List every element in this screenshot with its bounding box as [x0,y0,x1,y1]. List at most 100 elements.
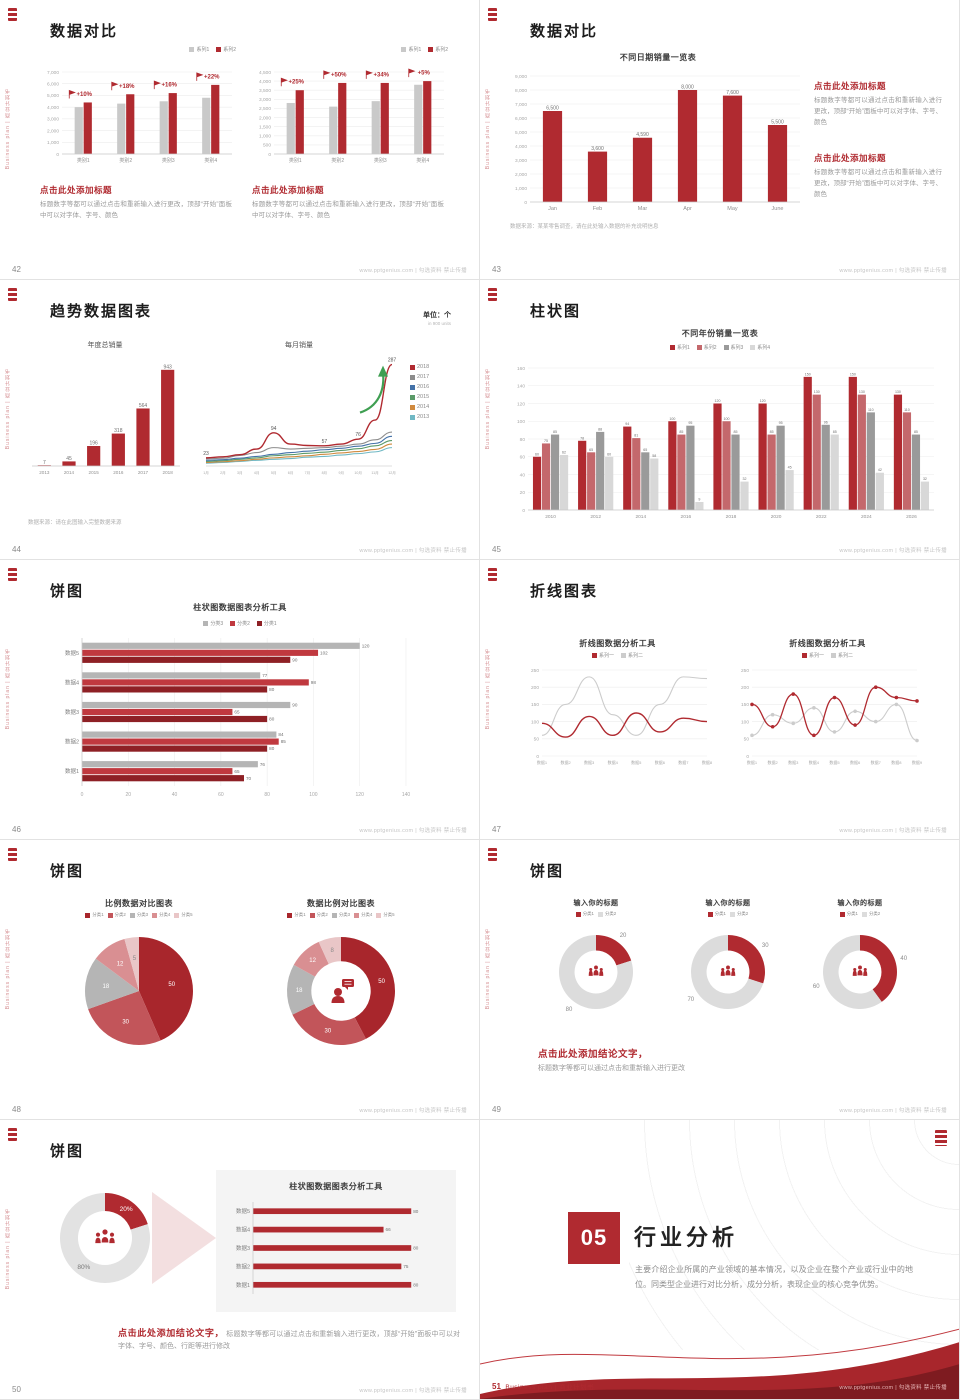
svg-text:75: 75 [403,1264,409,1269]
slide-title: 饼图 [50,583,85,600]
svg-text:77: 77 [262,673,268,678]
svg-text:78: 78 [580,436,584,440]
svg-text:250: 250 [531,668,539,674]
donut-chart-card: 数据比例对比图表 分类1 分类2 分类3 分类4 分类5 50 30 18 12 8 [246,898,436,1061]
svg-text:3,000: 3,000 [47,117,59,123]
svg-text:76: 76 [355,432,361,438]
svg-text:+16%: +16% [161,83,177,89]
svg-text:75: 75 [544,439,548,443]
svg-text:8月: 8月 [322,470,328,475]
svg-text:80: 80 [269,746,275,751]
svg-text:2026: 2026 [906,514,917,520]
slide-47[interactable]: Business plan | 商业计划书 折线图表 折线图数据分析工具 系列一… [480,560,960,840]
svg-text:564: 564 [139,403,148,409]
svg-text:类别4: 类别4 [204,157,217,164]
svg-text:6,000: 6,000 [515,116,527,122]
svg-text:40: 40 [900,956,907,962]
svg-text:2016: 2016 [113,470,124,475]
chart-title: 数据比例对比图表 [307,899,375,908]
svg-text:数据7: 数据7 [871,759,882,765]
svg-text:250: 250 [741,668,749,674]
chart-legend: 系列1 系列2 系列3 系列4 [480,344,959,351]
footer-site-text: www.pptgenius.com | 勾选资料 禁止传播 [359,828,467,834]
comparison-column-chart-right: 0 500 1,000 1,500 2,000 2,500 3,000 3,500 4,000 4… [248,54,448,164]
svg-text:4,000: 4,000 [47,105,59,111]
brand-logo-icon [8,848,17,861]
svg-text:2014: 2014 [64,470,75,475]
svg-text:2017: 2017 [138,470,149,475]
slide-footer: 45 www.pptgenius.com | 勾选资料 禁止传播 [480,545,959,554]
text-block: 点击此处添加标题 标题数字等都可以通过点击和重新输入进行更改，顶部“开始”面板中… [252,184,444,221]
svg-text:32: 32 [743,477,747,481]
slide-46[interactable]: Business plan | 商业计划书 饼图 柱状图数据图表分析工具 分类3… [0,560,480,840]
grouped-column-chart: 0 20 40 60 80 100 120 140 160 2010 60 75 85 62 2012 78 6… [502,356,938,520]
slide-footer: 48 www.pptgenius.com | 勾选资料 禁止传播 [0,1105,479,1114]
svg-text:2015: 2015 [89,470,100,475]
slide-44[interactable]: Business plan | 商业计划书 趋势数据图表 单位：个 in 900… [0,280,480,560]
chart-legend: 系列一 系列二 [591,652,643,659]
donut-chart-card: 输入你的标题 分类1 分类2 40 60 [796,898,924,1028]
svg-text:数据8: 数据8 [891,759,902,765]
chart-legend: 分类1 分类2 [707,911,748,917]
chart-title: 不同年份销量一览表 [681,329,759,338]
svg-text:100: 100 [531,719,539,725]
svg-text:287: 287 [388,358,397,364]
pie-chart: 50 30 18 12 5 [54,921,224,1061]
svg-text:5: 5 [133,956,137,962]
svg-text:150: 150 [850,372,856,376]
slide-43[interactable]: Business plan | 商业计划书 数据对比 不同日期销量一览表 0 1,… [480,0,960,280]
svg-text:943: 943 [163,364,172,370]
svg-text:数据7: 数据7 [678,759,689,765]
svg-text:150: 150 [805,372,811,376]
svg-text:0: 0 [524,200,527,206]
svg-text:60: 60 [813,984,820,990]
side-watermark: Business plan | 商业计划书 [485,648,491,730]
svg-text:7,000: 7,000 [47,70,59,76]
annual-sales-column-chart: 2013 7 2014 45 2015 196 2016 318 2017 564 2018 943 [26,352,184,476]
svg-text:数据3: 数据3 [65,708,79,716]
side-watermark: Business plan | 商业计划书 [5,648,11,730]
svg-text:81: 81 [634,434,638,438]
brand-logo-icon [935,1130,947,1146]
slide-51-section-divider[interactable]: 05 行业分析 主要介绍企业所属的产业领域的基本情况，以及企业在整个产业或行业中… [480,1120,960,1400]
footer-brand-text: Business plan | 商业计划书 [505,1384,595,1391]
svg-text:3月: 3月 [237,470,243,475]
slide-footer: 47 www.pptgenius.com | 勾选资料 禁止传播 [480,825,959,834]
svg-text:100: 100 [669,417,675,421]
page-number: 47 [492,825,501,834]
slide-50[interactable]: Business plan | 商业计划书 饼图 20% 80% 柱状图数据图表分… [0,1120,480,1400]
svg-text:130: 130 [814,390,820,394]
svg-text:85: 85 [914,430,918,434]
svg-text:5,500: 5,500 [771,120,784,126]
line-chart-card: 折线图数据分析工具 系列一 系列二 0 50 100 150 200 250 数据1 数据2 数据… [520,638,715,766]
unit-sub-label: in 900 units [427,321,451,326]
slide-49[interactable]: Business plan | 商业计划书 饼图 输入你的标题 分类1 分类2 2… [480,840,960,1120]
chart-legend: 系列1 系列2 [36,46,236,53]
svg-text:7: 7 [43,460,46,466]
slide-title: 饼图 [50,863,85,880]
svg-text:7,000: 7,000 [515,102,527,108]
chart-title: 柱状图数据图表分析工具 [193,603,287,612]
slide-45[interactable]: Business plan | 商业计划书 柱状图 不同年份销量一览表 系列1 系… [480,280,960,560]
wave-decoration [480,1328,959,1399]
svg-text:120: 120 [760,399,766,403]
slide-48[interactable]: Business plan | 商业计划书 饼图 比例数据对比图表 分类1 分类2… [0,840,480,1120]
svg-text:数据2: 数据2 [768,759,779,765]
svg-text:80: 80 [520,437,526,443]
slide-42[interactable]: Business plan | 商业计划书 数据对比 系列1 系列2 0 1,000… [0,0,480,280]
chart-legend: 系列一 系列二 [801,652,853,659]
conclusion-heading: 点击此处添加结论文字， [538,1049,649,1060]
horizontal-bar-chart: 0 20 40 60 80 100 120 140 数据5 120 102 90 数据4 77 98 80 数据… [54,634,422,798]
svg-text:76: 76 [260,762,266,767]
chart-legend: 分类1 分类2 [575,911,616,917]
data-source-note: 数据来源：某某零售调查，请在此处输入数据的补充说明信息 [510,224,659,230]
svg-text:30: 30 [762,943,769,949]
panel-title: 柱状图数据图表分析工具 [289,1182,383,1191]
chart-legend: 分类3 分类2 分类1 [0,620,479,627]
block-body: 标题数字等都可以通过点击和重新输入进行更改，顶部“开始”面板中可以对字体、字号、… [814,97,942,127]
chart-legend: 分类1 分类2 分类3 分类4 分类5 [287,912,395,918]
svg-text:80: 80 [264,792,270,798]
svg-text:0: 0 [522,508,525,514]
svg-text:类别2: 类别2 [331,157,344,164]
side-watermark: Business plan | 商业计划书 [485,88,491,170]
